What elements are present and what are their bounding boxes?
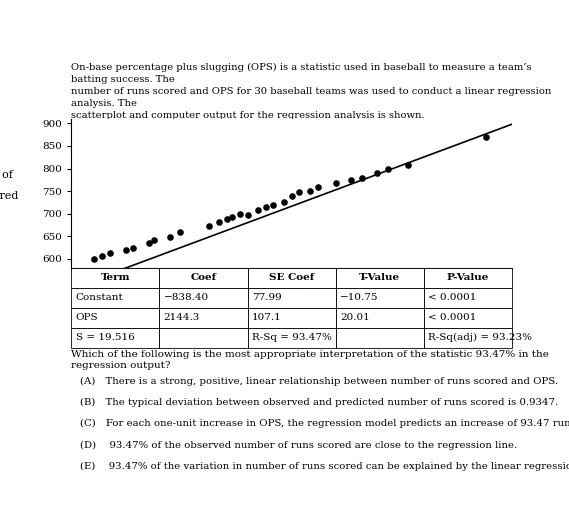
Text: Runs Scored: Runs Scored xyxy=(0,191,19,201)
Text: (A) There is a strong, positive, linear relationship between number of runs scor: (A) There is a strong, positive, linear … xyxy=(80,377,558,386)
Point xyxy=(331,179,340,187)
Point xyxy=(404,161,413,169)
Point xyxy=(261,202,270,211)
Point xyxy=(313,182,322,191)
Point xyxy=(357,173,366,182)
Point xyxy=(481,133,490,141)
Point xyxy=(121,246,130,255)
Point xyxy=(253,206,262,214)
Point xyxy=(383,164,392,173)
Text: On-base percentage plus slugging (OPS) is a statistic used in baseball to measur: On-base percentage plus slugging (OPS) i… xyxy=(71,63,551,120)
Point xyxy=(222,214,232,223)
Point xyxy=(129,244,138,252)
Point xyxy=(204,222,213,230)
X-axis label: OPS: OPS xyxy=(279,288,304,301)
Point xyxy=(150,236,159,244)
Text: Which of the following is the most appropriate interpretation of the statistic 9: Which of the following is the most appro… xyxy=(71,350,549,369)
Text: (D)  93.47% of the observed number of runs scored are close to the regression li: (D) 93.47% of the observed number of run… xyxy=(80,441,517,450)
Point xyxy=(98,252,107,260)
Point xyxy=(269,201,278,210)
Point xyxy=(347,175,356,184)
Point xyxy=(215,218,224,226)
Point xyxy=(243,211,252,219)
Text: (E)  93.47% of the variation in number of runs scored can be explained by the li: (E) 93.47% of the variation in number of… xyxy=(80,462,569,471)
Point xyxy=(373,169,382,177)
Point xyxy=(295,188,304,196)
Point xyxy=(175,228,184,237)
Point xyxy=(305,187,314,195)
Point xyxy=(145,239,154,247)
Point xyxy=(90,255,99,263)
Point xyxy=(279,198,288,207)
Point xyxy=(165,233,174,241)
Text: (C) For each one-unit increase in OPS, the regression model predicts an increase: (C) For each one-unit increase in OPS, t… xyxy=(80,419,569,428)
Text: (B) The typical deviation between observed and predicted number of runs scored i: (B) The typical deviation between observ… xyxy=(80,398,558,407)
Point xyxy=(105,249,114,257)
Point xyxy=(287,191,296,200)
Point xyxy=(228,213,237,221)
Text: Number of: Number of xyxy=(0,170,13,180)
Point xyxy=(235,209,244,218)
